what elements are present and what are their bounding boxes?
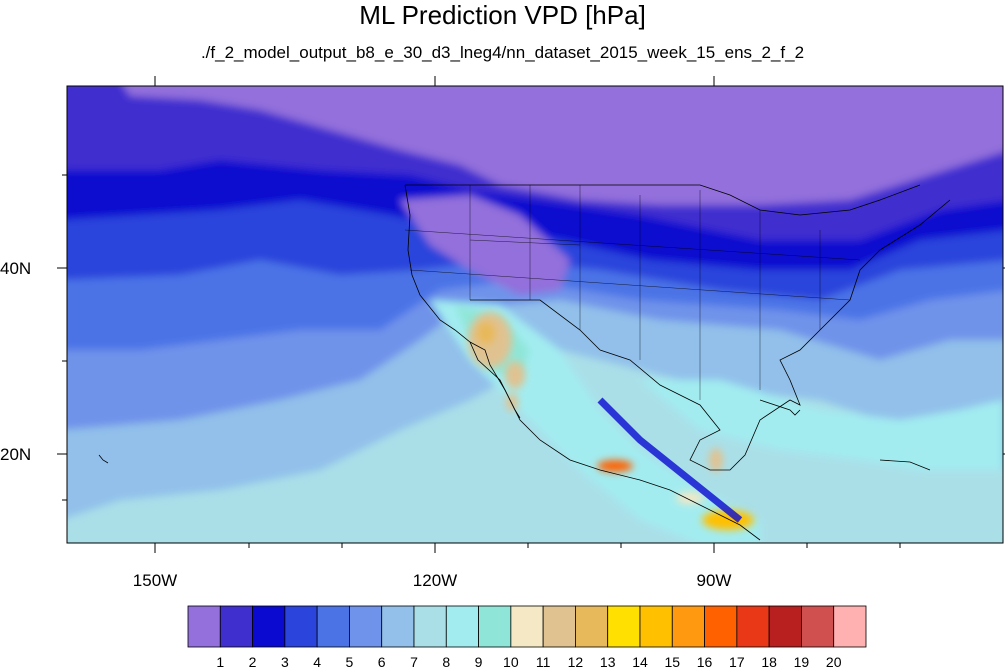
map-subtitle: ./f_2_model_output_b8_e_30_d3_lneg4/nn_d… xyxy=(200,43,805,62)
colorbar-swatch xyxy=(252,605,286,648)
colorbar-swatch xyxy=(510,605,544,648)
colorbar-level-label: 13 xyxy=(599,654,616,670)
colorbar-swatch xyxy=(768,605,802,648)
colorbar-level-label: 4 xyxy=(313,654,322,670)
lat-label-40n: 40N xyxy=(0,259,32,278)
sierra-band xyxy=(597,397,743,523)
hot-baja2 xyxy=(505,361,525,389)
colorbar-level-label: 3 xyxy=(280,654,289,670)
coastlines xyxy=(98,184,951,541)
colorbar-swatch xyxy=(736,605,770,648)
lon-label-120w: 120W xyxy=(412,571,458,590)
colorbar-swatch xyxy=(542,605,576,648)
colorbar-level-label: 15 xyxy=(664,654,681,670)
hot-yuc xyxy=(709,448,723,472)
colorbar-swatch xyxy=(349,605,383,648)
band-1 xyxy=(123,86,1003,205)
colorbar-swatch xyxy=(575,605,609,648)
colorbar-swatch xyxy=(801,605,835,648)
colorbar-swatch xyxy=(381,605,415,648)
colorbar-level-label: 16 xyxy=(696,654,713,670)
field-layer xyxy=(67,86,1003,543)
map-title: ML Prediction VPD [hPa] xyxy=(359,0,646,30)
colorbar-swatch xyxy=(284,605,318,648)
lat-label-20n: 20N xyxy=(0,445,32,464)
tick-marks xyxy=(57,76,1005,553)
colorbar-level-label: 17 xyxy=(729,654,745,670)
colorbar-level-label: 14 xyxy=(632,654,648,670)
colorbar-swatch xyxy=(316,605,350,648)
state-borders xyxy=(404,185,861,400)
hot-cam-14 xyxy=(702,510,754,530)
colorbar-swatch xyxy=(478,605,512,648)
colorbar-swatch xyxy=(833,605,867,648)
gulf-9 xyxy=(640,380,1003,470)
colorbar-swatch xyxy=(219,605,253,648)
lon-label-150w: 150W xyxy=(132,571,178,590)
colorbar-level-label: 1 xyxy=(216,654,225,670)
lon-label-90w: 90W xyxy=(696,571,732,590)
colorbar-swatch xyxy=(445,605,479,648)
blob-interior xyxy=(400,195,570,295)
colorbar-level-label: 9 xyxy=(474,654,483,670)
colorbar-swatch xyxy=(671,605,705,648)
hot-baja-13 xyxy=(476,321,496,345)
colorbar-level-label: 8 xyxy=(442,654,451,670)
colorbar-level-label: 5 xyxy=(345,654,354,670)
colorbar-swatch xyxy=(704,605,738,648)
hot-mex-16 xyxy=(597,460,633,472)
colorbar-swatch xyxy=(607,605,641,648)
colorbar-level-label: 18 xyxy=(761,654,777,670)
map-frame xyxy=(66,85,1004,544)
colorbar-swatch xyxy=(639,605,673,648)
hot-cam-11 xyxy=(676,492,704,504)
colorbar-level-label: 7 xyxy=(410,654,418,670)
colorbar-level-label: 20 xyxy=(825,654,842,670)
colorbar-level-label: 19 xyxy=(793,654,810,670)
colorbar-level-label: 12 xyxy=(567,654,584,670)
colorbar-swatch xyxy=(413,605,447,648)
colorbar-level-label: 2 xyxy=(248,654,257,670)
colorbar-level-label: 6 xyxy=(377,654,386,670)
colorbar-swatch xyxy=(187,605,221,648)
colorbar-level-label: 10 xyxy=(503,654,519,670)
colorbar-level-label: 11 xyxy=(535,654,551,670)
